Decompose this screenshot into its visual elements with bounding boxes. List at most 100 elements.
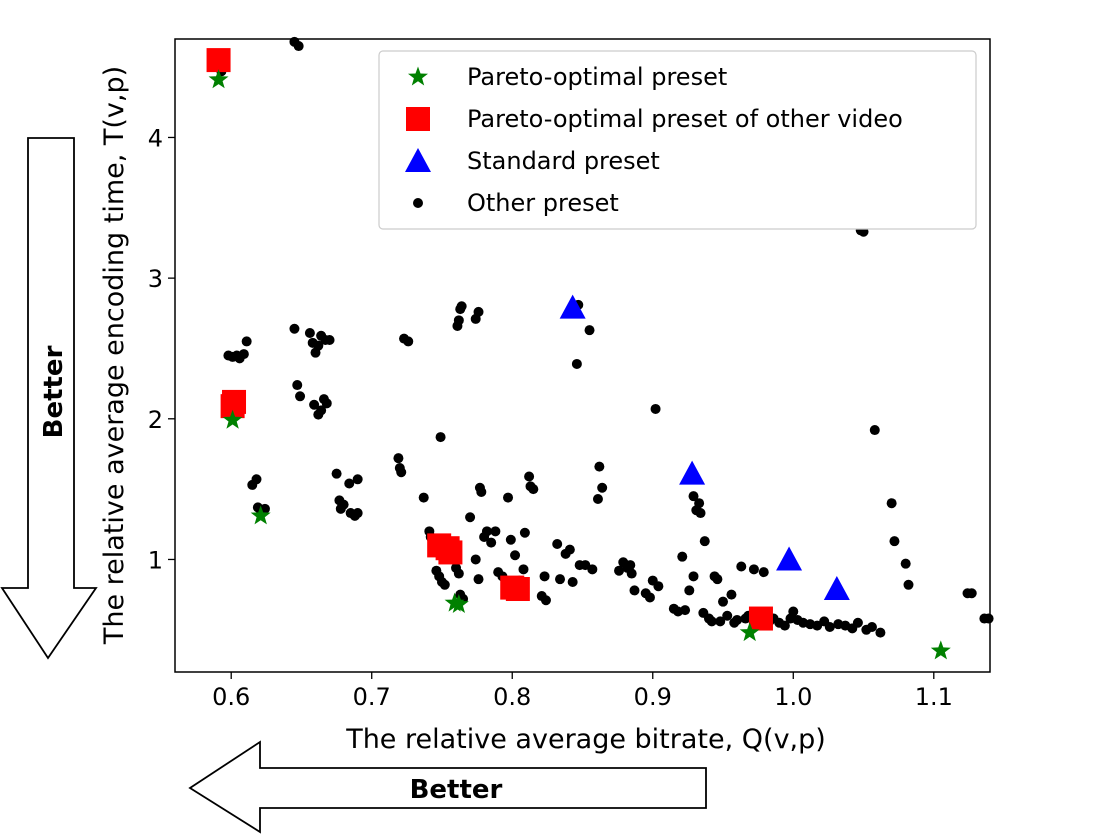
legend-entry-label: Other preset xyxy=(467,189,619,217)
legend: Pareto-optimal preset Pareto-optimal pres… xyxy=(378,50,977,230)
x-axis-label: The relative average bitrate, Q(v,p) xyxy=(345,724,826,755)
point-dot xyxy=(295,391,306,402)
point-dot xyxy=(465,512,476,523)
point-dot xyxy=(694,498,705,509)
point-dot xyxy=(587,564,598,575)
point-dot xyxy=(289,323,300,334)
point-dot xyxy=(869,425,880,436)
legend-marker-star xyxy=(408,66,428,86)
point-dot xyxy=(486,537,497,548)
point-dot xyxy=(453,568,464,579)
point-dot xyxy=(594,461,605,472)
point-dot xyxy=(552,538,563,549)
y-axis-label: The relative average encoding time, T(v,… xyxy=(99,66,130,645)
point-dot xyxy=(886,498,897,509)
x-tick-label: 1.1 xyxy=(915,683,953,711)
point-dot xyxy=(251,474,262,485)
point-dot xyxy=(732,614,743,625)
point-dot xyxy=(456,301,467,312)
point-dot xyxy=(316,405,327,416)
point-dot xyxy=(540,595,551,606)
point-dot xyxy=(852,617,863,628)
point-dot xyxy=(614,565,625,576)
point-star xyxy=(739,622,760,642)
point-dot xyxy=(331,468,342,479)
point-dot xyxy=(393,453,404,464)
point-dot xyxy=(503,492,514,503)
point-dot xyxy=(241,336,252,347)
point-dot xyxy=(900,558,911,569)
point-dot xyxy=(439,579,450,590)
point-dot xyxy=(470,554,481,565)
point-dot xyxy=(625,560,636,571)
series-triangle xyxy=(559,294,850,601)
better-arrow-vertical: Better xyxy=(0,137,98,660)
point-dot xyxy=(680,605,691,616)
x-tick-label: 1.0 xyxy=(774,683,812,711)
point-star xyxy=(208,69,229,89)
point-dot xyxy=(403,336,414,347)
point-dot xyxy=(352,508,363,519)
legend-entry-label: Pareto-optimal preset xyxy=(467,63,727,91)
point-dot xyxy=(875,627,886,638)
point-dot xyxy=(699,536,710,547)
point-dot xyxy=(695,508,706,519)
point-dot xyxy=(473,574,484,585)
point-square xyxy=(438,540,463,565)
point-dot xyxy=(344,478,355,489)
point-dot xyxy=(505,534,516,545)
point-dot xyxy=(650,403,661,414)
point-dot xyxy=(722,610,733,621)
point-dot xyxy=(555,574,566,585)
y-tick-label: 1 xyxy=(148,546,163,574)
x-tick-label: 0.8 xyxy=(493,683,531,711)
point-star xyxy=(448,594,469,613)
legend-marker-triangle xyxy=(405,148,431,172)
legend-frame xyxy=(378,50,977,230)
better-arrow-horizontal: Better xyxy=(188,740,707,834)
point-dot xyxy=(435,432,446,443)
point-dot xyxy=(292,380,303,391)
legend-entry-label: Pareto-optimal preset of other video xyxy=(467,105,903,133)
point-dot xyxy=(726,589,737,600)
point-triangle xyxy=(559,294,586,319)
series-square xyxy=(206,48,773,631)
point-dot xyxy=(396,467,407,478)
point-dot xyxy=(304,327,315,338)
axis-ticks: 0.6 0.7 0.8 0.9 1.0 1.1 1 2 3 4 xyxy=(148,124,953,711)
point-dot xyxy=(490,526,501,537)
point-square xyxy=(505,577,530,602)
point-dot xyxy=(567,576,578,587)
point-dot xyxy=(571,358,582,369)
point-dot xyxy=(966,588,977,599)
point-dot xyxy=(684,585,695,596)
point-dot xyxy=(824,621,835,632)
point-dot xyxy=(324,335,335,346)
point-square xyxy=(206,48,231,73)
point-dot xyxy=(866,621,877,632)
point-triangle xyxy=(823,576,850,601)
series-star xyxy=(208,69,951,660)
point-dot xyxy=(518,564,529,575)
legend-entry-label: Standard preset xyxy=(467,147,660,175)
point-dot xyxy=(321,398,332,409)
point-dot xyxy=(510,550,521,561)
point-star xyxy=(930,640,951,660)
point-dot xyxy=(758,567,769,578)
point-triangle xyxy=(679,460,706,485)
legend-marker-square xyxy=(406,107,430,131)
point-dot xyxy=(629,585,640,596)
point-dot xyxy=(903,579,914,590)
point-dot xyxy=(715,616,726,627)
y-tick-label: 3 xyxy=(148,265,163,293)
y-tick-label: 4 xyxy=(148,124,163,152)
point-triangle xyxy=(776,546,803,571)
point-dot xyxy=(597,482,608,493)
point-dot xyxy=(293,41,304,52)
point-dot xyxy=(983,613,994,624)
point-dot xyxy=(653,581,664,592)
point-dot xyxy=(418,492,429,503)
point-dot xyxy=(688,571,699,582)
point-dot xyxy=(779,620,790,631)
